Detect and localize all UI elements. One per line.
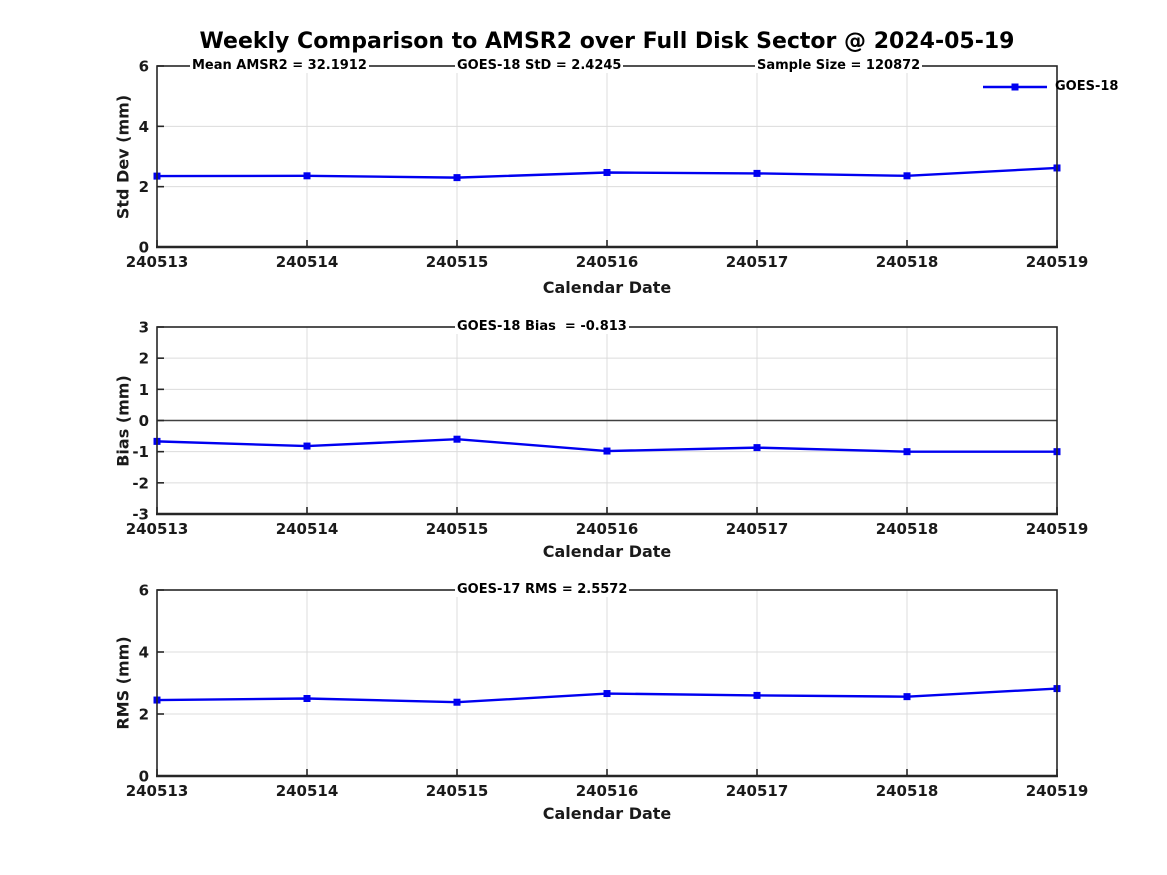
annotation-goes18-std: GOES-18 StD = 2.4245 [455,58,624,73]
legend-line-sample [983,83,1047,90]
x-tick-label: 240516 [576,520,639,538]
data-point-marker [453,435,461,443]
data-point-marker [603,168,611,176]
y-tick-label: 0 [139,768,149,786]
y-tick-label: 1 [139,381,149,399]
x-tick-label: 240513 [126,253,189,271]
y-tick-label: 2 [139,706,149,724]
y-axis-label-bias: Bias (mm) [113,375,133,467]
y-tick-label: 0 [139,239,149,257]
subplot-0: 240513 240514 240515 240516 240517 240518 2405… [126,58,1089,272]
legend-marker [1011,83,1019,90]
y-tick-label: 6 [139,582,149,600]
data-point-marker [903,693,911,701]
x-tick-label: 240515 [426,520,489,538]
subplot-2: 240513 240514 240515 240516 240517 240518 2405… [126,582,1089,801]
y-tick-label: 2 [139,350,149,368]
y-tick-label: -3 [132,506,149,524]
y-tick-label: 4 [139,644,149,662]
x-tick-label: 240519 [1026,782,1089,800]
x-tick-label: 240517 [726,782,789,800]
x-axis-label-bias: Calendar Date [542,542,672,561]
x-tick-label: 240515 [426,782,489,800]
annotation-goes18-bias: GOES-18 Bias = -0.813 [455,319,629,334]
data-point-marker [303,172,311,180]
data-point-marker [753,444,761,452]
data-point-marker [303,695,311,702]
y-tick-label: -2 [132,474,149,492]
y-tick-label: 6 [139,58,149,76]
x-axis-label-rms: Calendar Date [542,804,672,823]
x-tick-label: 240518 [876,782,939,800]
x-tick-label: 240516 [576,782,639,800]
x-tick-label: 240519 [1026,253,1089,271]
data-point-marker [903,448,911,456]
figure-title: Weekly Comparison to AMSR2 over Full Dis… [199,29,1015,54]
x-axis-label-stddev: Calendar Date [542,278,672,297]
y-tick-label: -1 [132,443,149,461]
x-tick-label: 240518 [876,253,939,271]
data-point-marker [453,174,461,182]
annotation-sample-size: Sample Size = 120872 [755,58,923,73]
x-tick-label: 240517 [726,520,789,538]
y-tick-label: 0 [139,412,149,430]
x-tick-label: 240513 [126,520,189,538]
x-tick-label: 240517 [726,253,789,271]
data-point-marker [603,447,611,455]
legend-label: GOES-18 [1055,79,1119,94]
annotation-goes17-rms: GOES-17 RMS = 2.5572 [455,582,630,597]
x-tick-label: 240514 [276,782,339,800]
legend: GOES-18 [983,79,1118,94]
data-point-marker [903,172,911,180]
annotation-mean-amsr2: Mean AMSR2 = 32.1912 [190,58,369,73]
data-point-marker [603,690,611,698]
subplot-1: 240513 240514 240515 240516 240517 240518 2405… [126,319,1089,539]
data-point-marker [753,691,761,699]
x-tick-label: 240519 [1026,520,1089,538]
x-tick-label: 240514 [276,520,339,538]
x-tick-label: 240514 [276,253,339,271]
y-tick-label: 2 [139,178,149,196]
data-point-marker [753,169,761,177]
x-tick-label: 240518 [876,520,939,538]
y-tick-label: 3 [139,319,149,337]
x-tick-label: 240516 [576,253,639,271]
y-axis-label-stddev: Std Dev (mm) [113,94,133,220]
y-tick-label: 4 [139,118,149,136]
x-tick-label: 240513 [126,782,189,800]
y-axis-label-rms: RMS (mm) [113,636,133,730]
data-point-marker [303,442,311,450]
data-point-marker [453,698,461,706]
x-tick-label: 240515 [426,253,489,271]
